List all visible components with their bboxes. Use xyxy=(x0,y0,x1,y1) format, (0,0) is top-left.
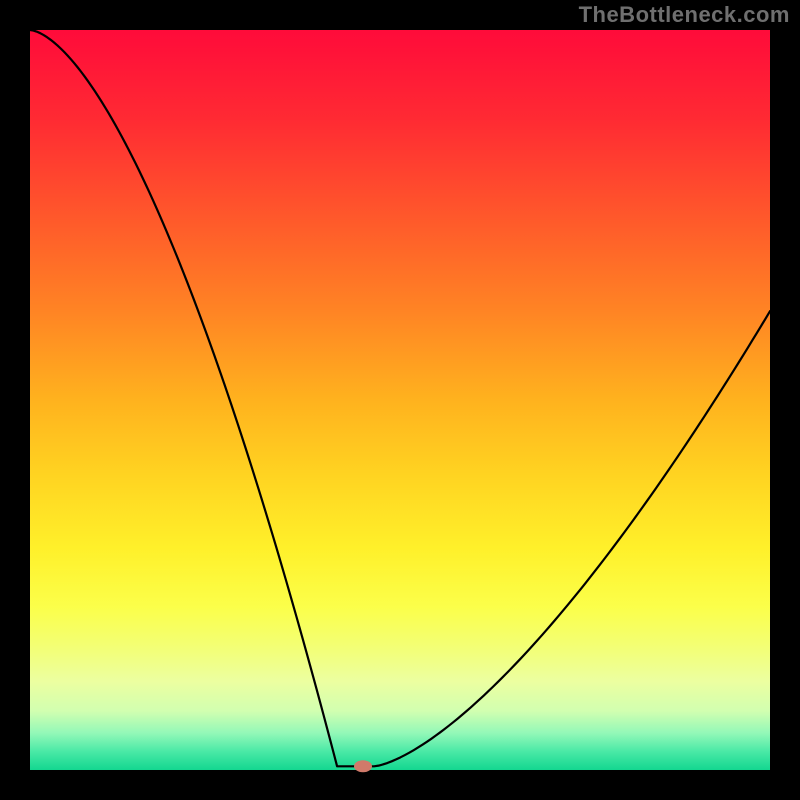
optimum-marker xyxy=(354,760,372,772)
chart-frame: TheBottleneck.com xyxy=(0,0,800,800)
bottleneck-chart xyxy=(0,0,800,800)
watermark-label: TheBottleneck.com xyxy=(579,2,790,28)
plot-area xyxy=(30,30,770,770)
